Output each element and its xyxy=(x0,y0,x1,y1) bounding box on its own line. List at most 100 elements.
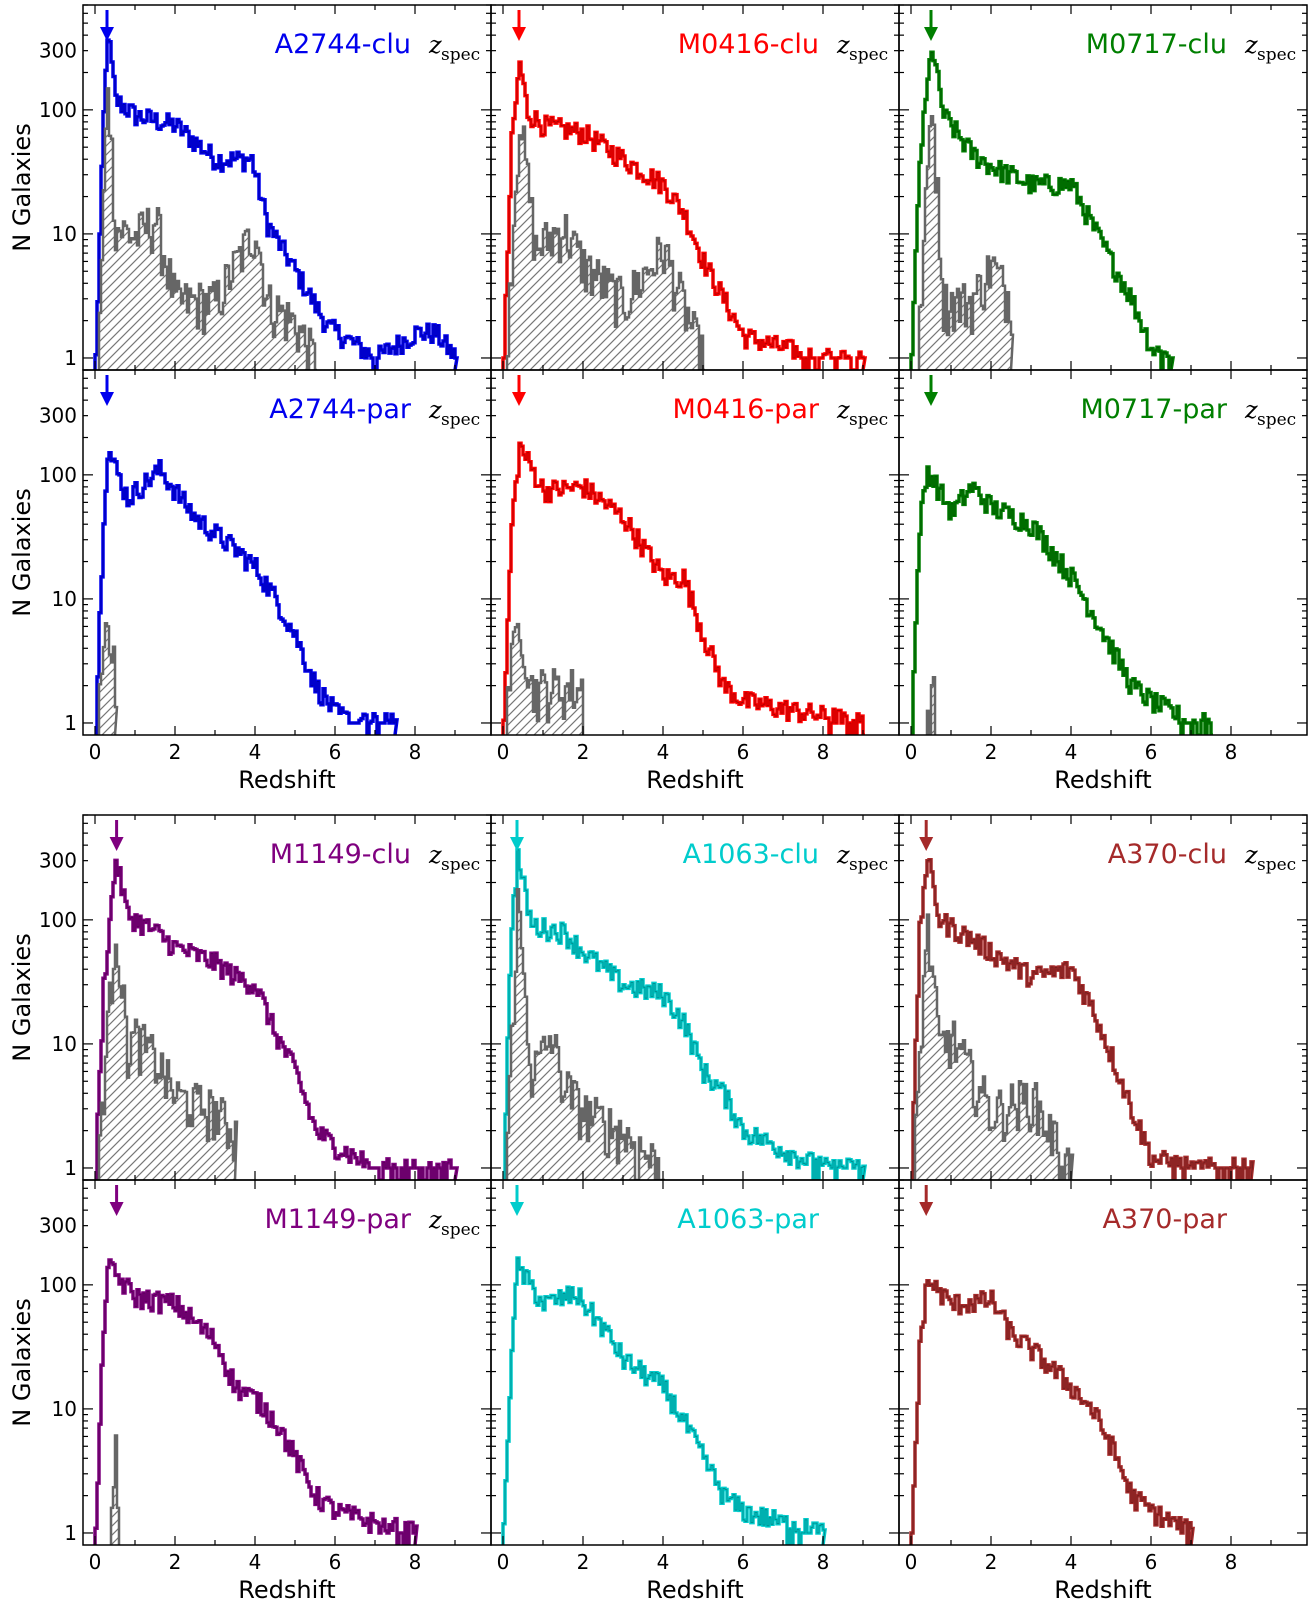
x-tick-label: 6 xyxy=(737,740,750,764)
histogram-m0717-par xyxy=(911,465,1213,735)
zspec-subscript: spec xyxy=(849,855,888,875)
x-tick-label: 4 xyxy=(249,740,262,764)
histogram-edge xyxy=(502,1257,826,1545)
panel-a1063-clu: A1063-clu z spec xyxy=(490,814,900,1181)
x-tick-label: 6 xyxy=(329,740,342,764)
panel-m0717-clu: M0717-clu z spec xyxy=(898,4,1308,371)
y-tick-label: 100 xyxy=(39,98,77,122)
x-axis-title: Redshift xyxy=(1054,1576,1151,1602)
cluster-redshift-arrow xyxy=(100,10,114,41)
x-tick-label: 6 xyxy=(329,1550,342,1574)
x-tick-label: 8 xyxy=(817,1550,830,1574)
zspec-label: z xyxy=(836,396,850,424)
panel-label: M1149-par xyxy=(264,1204,411,1235)
panel-a370-clu: A370-clu z spec xyxy=(898,814,1308,1181)
zspec-subscript: spec xyxy=(1257,855,1296,875)
histogram-m0416-par xyxy=(501,441,865,735)
cluster-redshift-arrow xyxy=(924,375,938,406)
panel-m0416-par: 0 2 4 6 8 Redshift M0416-par z spec xyxy=(490,369,900,794)
histogram-m0416-clu xyxy=(501,60,868,370)
panel-a2744-clu: 1 10 100 300 N Galaxies A2744-clu z spec xyxy=(8,4,492,371)
histogram-edge xyxy=(911,859,1254,1180)
x-tick-label: 0 xyxy=(905,1550,918,1574)
x-tick-label: 2 xyxy=(577,740,590,764)
spec-histogram-m0416-par xyxy=(505,622,585,735)
zspec-subscript: spec xyxy=(849,45,888,65)
x-tick-label: 8 xyxy=(1225,1550,1238,1574)
y-tick-label: 1 xyxy=(64,1521,77,1545)
cluster-redshift-arrow xyxy=(109,820,124,851)
x-axis-title: Redshift xyxy=(1054,766,1151,794)
x-tick-label: 6 xyxy=(1145,740,1158,764)
y-axis-title: N Galaxies xyxy=(8,488,36,616)
panel-label: A2744-par xyxy=(269,394,412,425)
histogram-edge xyxy=(910,51,1174,370)
zspec-label: z xyxy=(836,841,850,869)
x-axis-title: Redshift xyxy=(238,766,335,794)
y-tick-label: 10 xyxy=(52,1397,77,1421)
x-tick-label: 8 xyxy=(817,740,830,764)
panel-label: A2744-clu xyxy=(275,29,411,60)
histogram-a1063-clu xyxy=(503,848,868,1180)
histogram-edge xyxy=(94,39,458,370)
zspec-subscript: spec xyxy=(1257,410,1296,430)
cluster-redshift-arrow xyxy=(109,1185,124,1216)
panel-label: A370-par xyxy=(1102,1204,1227,1235)
panel-m1149-clu: 1 10 100 300 N Galaxies M1149-clu z spec xyxy=(8,814,492,1181)
spec-histogram-a1063-clu xyxy=(505,887,665,1180)
spec-histogram-m0717-par xyxy=(925,675,937,735)
panel-label: A1063-clu xyxy=(683,839,819,870)
y-axis-title: N Galaxies xyxy=(8,933,36,1061)
spec-histogram-m0717-clu xyxy=(917,114,1015,370)
y-tick-label: 300 xyxy=(39,39,77,63)
histogram-a2744-par xyxy=(95,451,399,735)
x-tick-label: 0 xyxy=(497,1550,510,1574)
y-tick-label: 100 xyxy=(39,1273,77,1297)
spec-histogram-m0416-clu xyxy=(505,125,705,370)
zspec-subscript: spec xyxy=(441,410,480,430)
y-tick-label: 1 xyxy=(64,1156,77,1180)
panel-m0416-clu: M0416-clu z spec xyxy=(490,4,900,371)
histogram-edge xyxy=(502,61,866,370)
panel-a1063-par: 0 2 4 6 8 Redshift A1063-par xyxy=(490,1179,900,1602)
histogram-edge xyxy=(502,442,865,735)
panel-label: A370-clu xyxy=(1108,839,1227,870)
y-tick-label: 1 xyxy=(64,711,77,735)
zspec-label: z xyxy=(1244,31,1258,59)
x-tick-label: 4 xyxy=(1065,740,1078,764)
zspec-subscript: spec xyxy=(441,45,480,65)
x-tick-label: 2 xyxy=(169,1550,182,1574)
y-tick-label: 300 xyxy=(39,404,77,428)
x-tick-label: 8 xyxy=(409,1550,422,1574)
zspec-label: z xyxy=(836,31,850,59)
y-tick-label: 10 xyxy=(52,222,77,246)
zspec-label: z xyxy=(428,841,442,869)
histogram-a2744-clu xyxy=(93,38,460,370)
x-tick-label: 4 xyxy=(657,1550,670,1574)
x-axis-title: Redshift xyxy=(238,1576,335,1602)
plot-frame xyxy=(898,369,1308,736)
y-axis-title: N Galaxies xyxy=(8,1298,36,1426)
zspec-label: z xyxy=(1244,841,1258,869)
x-tick-label: 4 xyxy=(249,1550,262,1574)
x-tick-label: 6 xyxy=(1145,1550,1158,1574)
zspec-subscript: spec xyxy=(849,410,888,430)
y-tick-label: 10 xyxy=(52,1032,77,1056)
panel-label: M0717-clu xyxy=(1086,29,1227,60)
cluster-redshift-arrow xyxy=(510,1185,524,1216)
panel-label: M0416-clu xyxy=(678,29,819,60)
histogram-edge xyxy=(503,849,866,1180)
cluster-redshift-arrow xyxy=(919,820,934,851)
panel-m0717-par: 0 2 4 6 8 Redshift M0717-par z spec xyxy=(898,369,1308,794)
y-tick-label: 1 xyxy=(64,346,77,370)
panel-m1149-par: 1 10 100 300 0 2 4 6 8 Redshift N Galaxies M1149-pa… xyxy=(8,1179,492,1602)
histogram-m0717-clu xyxy=(909,50,1176,370)
cluster-redshift-arrow xyxy=(510,820,524,851)
zspec-label: z xyxy=(428,1206,442,1234)
cluster-redshift-arrow xyxy=(512,375,526,406)
x-tick-label: 0 xyxy=(89,740,102,764)
x-tick-label: 2 xyxy=(985,1550,998,1574)
x-tick-label: 2 xyxy=(985,740,998,764)
histogram-edge xyxy=(95,452,398,735)
zspec-subscript: spec xyxy=(1257,45,1296,65)
